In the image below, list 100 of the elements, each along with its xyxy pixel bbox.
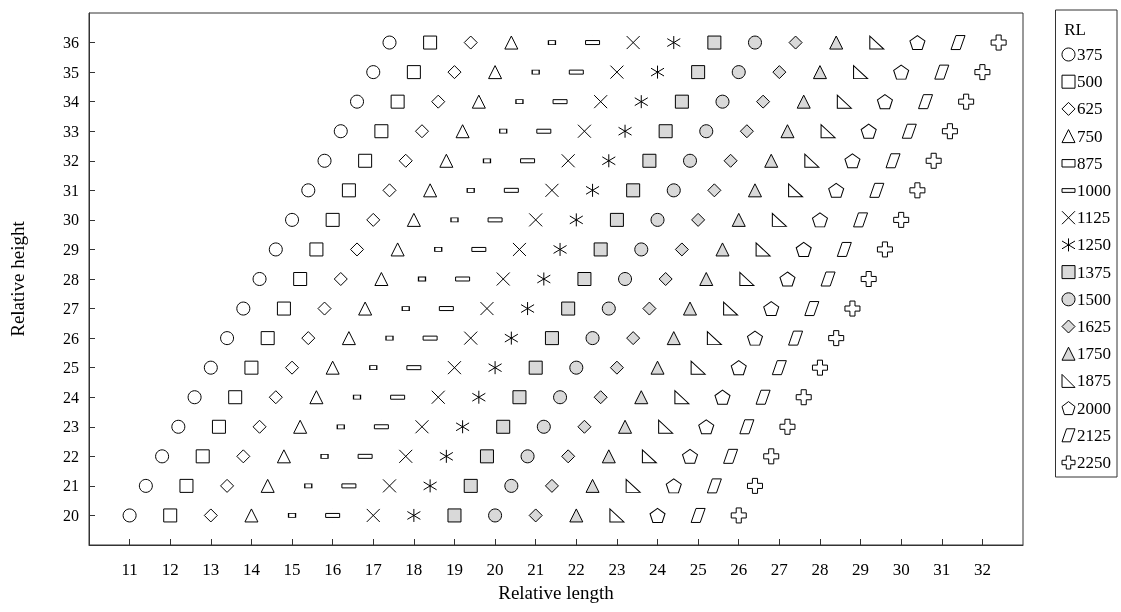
point — [520, 449, 535, 464]
point — [844, 300, 861, 317]
point — [341, 183, 356, 198]
point — [544, 183, 559, 198]
point — [723, 301, 739, 316]
point — [811, 212, 828, 228]
point — [593, 390, 608, 405]
point — [333, 124, 348, 139]
point — [195, 449, 210, 464]
legend-label: 875 — [1077, 153, 1103, 173]
point — [488, 508, 503, 523]
point — [179, 478, 194, 493]
point — [860, 123, 877, 139]
point — [650, 212, 665, 227]
point — [649, 507, 666, 523]
point — [569, 508, 584, 523]
point — [577, 419, 592, 434]
point — [382, 35, 397, 50]
x-tick-label: 23 — [608, 560, 626, 579]
point — [414, 419, 429, 434]
point — [746, 477, 763, 494]
point — [471, 94, 486, 109]
point — [528, 360, 543, 375]
point — [706, 478, 722, 494]
point — [569, 360, 584, 375]
point — [455, 419, 470, 434]
point — [811, 359, 828, 376]
point — [260, 331, 275, 346]
point — [747, 183, 762, 198]
y-tick-label: 28 — [63, 270, 79, 288]
point — [788, 183, 804, 198]
legend-label: 500 — [1077, 72, 1103, 92]
point — [901, 123, 917, 139]
x-tick-label: 21 — [527, 560, 545, 579]
point — [463, 331, 478, 346]
x-tick-label: 25 — [689, 560, 707, 579]
y-tick-label: 22 — [63, 447, 79, 465]
point — [820, 124, 836, 139]
point — [836, 241, 852, 257]
point — [155, 449, 170, 464]
point — [244, 508, 259, 523]
point — [544, 478, 559, 493]
point — [423, 478, 438, 493]
y-tick-label: 33 — [63, 122, 79, 140]
point — [641, 449, 657, 464]
point — [909, 182, 926, 199]
point — [171, 419, 186, 434]
point — [496, 419, 511, 434]
point — [828, 182, 845, 198]
point — [536, 419, 551, 434]
point — [748, 35, 762, 50]
point — [406, 508, 421, 523]
point — [374, 272, 389, 286]
point — [561, 153, 576, 168]
point — [618, 419, 633, 434]
point — [795, 241, 812, 257]
y-tick-label: 26 — [63, 329, 79, 347]
point — [739, 272, 755, 286]
x-tick-label: 11 — [121, 560, 138, 579]
point — [439, 153, 454, 168]
x-tick-label: 17 — [364, 560, 383, 579]
point — [325, 212, 340, 227]
point — [553, 390, 568, 405]
y-tick-label: 25 — [63, 359, 79, 377]
point — [674, 94, 689, 109]
point — [714, 389, 731, 405]
point — [739, 419, 755, 435]
point — [723, 448, 739, 464]
y-tick-label: 29 — [63, 240, 79, 258]
point — [764, 153, 779, 168]
point — [504, 35, 519, 50]
point — [658, 272, 673, 286]
point — [561, 301, 576, 316]
x-tick-label: 20 — [486, 560, 504, 579]
point — [601, 153, 616, 168]
point — [925, 152, 942, 169]
point — [934, 64, 950, 80]
point — [788, 35, 803, 50]
point — [796, 94, 811, 109]
point — [350, 94, 365, 109]
point — [691, 212, 706, 227]
point — [893, 211, 910, 228]
y-tick-label: 35 — [63, 63, 79, 81]
x-tick-label: 31 — [933, 560, 951, 579]
point — [755, 389, 771, 405]
point — [406, 65, 421, 80]
point — [658, 419, 674, 434]
point — [504, 331, 519, 346]
legend-label: 1625 — [1077, 317, 1111, 336]
point — [366, 65, 381, 80]
point — [634, 390, 649, 405]
point — [244, 360, 259, 375]
point — [836, 94, 852, 109]
point — [260, 478, 275, 493]
point — [488, 65, 503, 80]
point — [536, 272, 551, 286]
point — [625, 478, 641, 493]
point — [609, 508, 625, 523]
point — [674, 242, 689, 257]
point — [820, 271, 836, 287]
